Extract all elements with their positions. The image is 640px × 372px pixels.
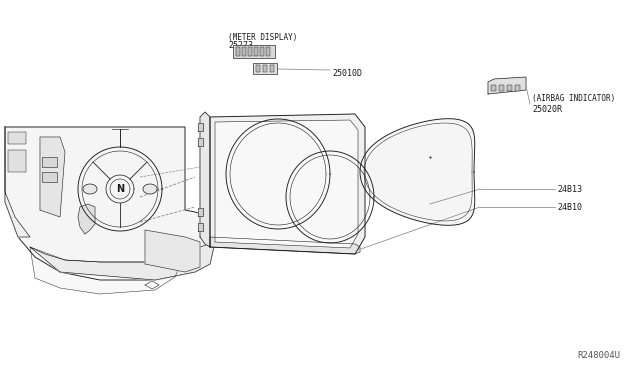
Polygon shape xyxy=(198,138,203,146)
Polygon shape xyxy=(30,242,215,280)
Polygon shape xyxy=(198,223,203,231)
Polygon shape xyxy=(200,112,210,247)
Bar xyxy=(507,85,512,91)
Polygon shape xyxy=(5,127,30,237)
Text: 25273: 25273 xyxy=(228,41,253,50)
Bar xyxy=(8,150,26,172)
Polygon shape xyxy=(210,237,360,254)
Text: 24B10: 24B10 xyxy=(557,202,582,212)
Ellipse shape xyxy=(143,184,157,194)
Bar xyxy=(499,85,504,91)
Text: R248004U: R248004U xyxy=(577,351,620,360)
Polygon shape xyxy=(198,123,203,131)
Bar xyxy=(260,47,264,56)
Bar xyxy=(242,47,246,56)
Bar xyxy=(8,132,26,144)
Polygon shape xyxy=(40,137,65,217)
Bar xyxy=(42,157,57,167)
Text: (METER DISPLAY): (METER DISPLAY) xyxy=(228,33,298,42)
Bar xyxy=(491,85,496,91)
Bar xyxy=(253,63,277,74)
Bar xyxy=(42,172,57,182)
Polygon shape xyxy=(30,247,185,294)
Polygon shape xyxy=(215,120,358,248)
Ellipse shape xyxy=(83,184,97,194)
Polygon shape xyxy=(145,230,200,272)
Bar xyxy=(270,65,274,72)
Polygon shape xyxy=(145,281,159,289)
Text: 25010D: 25010D xyxy=(332,68,362,77)
Bar xyxy=(256,65,260,72)
Text: (AIRBAG INDICATOR): (AIRBAG INDICATOR) xyxy=(532,93,615,103)
Bar xyxy=(266,47,270,56)
Bar xyxy=(248,47,252,56)
Text: N: N xyxy=(116,184,124,194)
Polygon shape xyxy=(360,119,475,225)
Text: 24B13: 24B13 xyxy=(557,185,582,193)
Polygon shape xyxy=(78,204,95,234)
Polygon shape xyxy=(198,208,203,216)
Polygon shape xyxy=(5,127,215,280)
Bar xyxy=(263,65,267,72)
Polygon shape xyxy=(488,77,526,94)
Text: 25020R: 25020R xyxy=(532,105,562,113)
Bar xyxy=(236,47,240,56)
Bar xyxy=(233,45,275,58)
Polygon shape xyxy=(210,114,365,254)
Bar xyxy=(515,85,520,91)
Bar xyxy=(254,47,258,56)
